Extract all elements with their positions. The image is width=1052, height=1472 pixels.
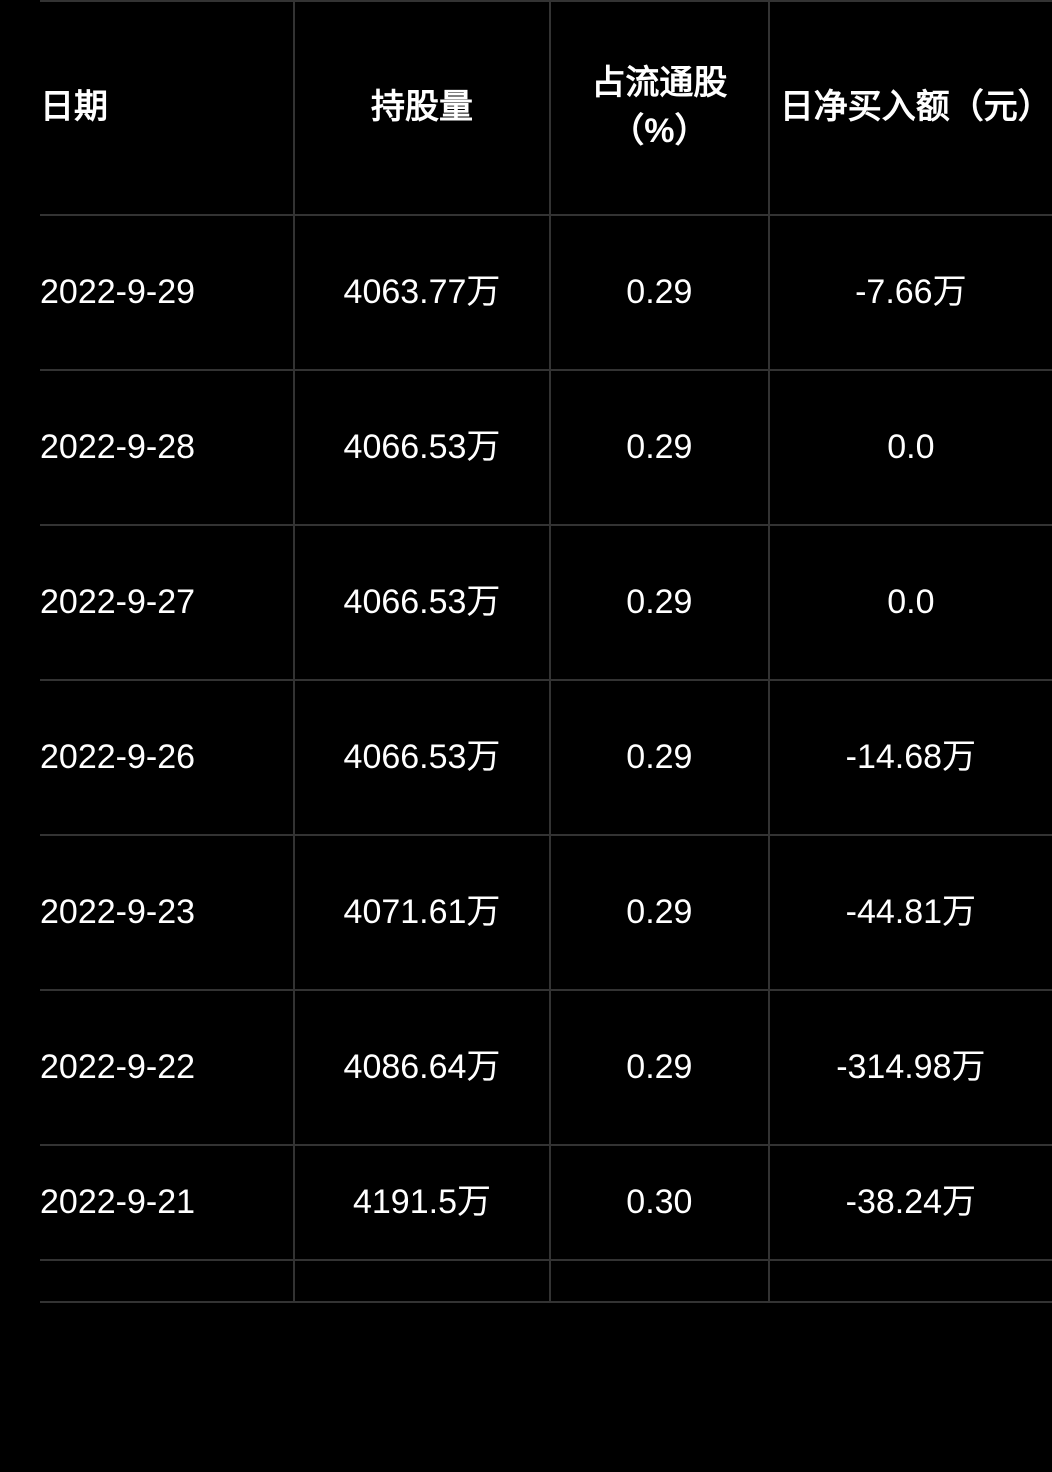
cell-percent: 0.29 — [550, 215, 769, 370]
cell-empty — [40, 1260, 294, 1302]
table-body: 2022-9-29 4063.77万 0.29 -7.66万 2022-9-28… — [40, 215, 1052, 1302]
cell-date: 2022-9-21 — [40, 1145, 294, 1260]
cell-net: -314.98万 — [769, 990, 1052, 1145]
cell-percent: 0.29 — [550, 370, 769, 525]
cell-net: -38.24万 — [769, 1145, 1052, 1260]
cell-net: -7.66万 — [769, 215, 1052, 370]
cell-date: 2022-9-22 — [40, 990, 294, 1145]
table-row: 2022-9-21 4191.5万 0.30 -38.24万 — [40, 1145, 1052, 1260]
cell-date: 2022-9-27 — [40, 525, 294, 680]
cell-date: 2022-9-26 — [40, 680, 294, 835]
column-header-holding: 持股量 — [294, 1, 550, 215]
table-row-partial — [40, 1260, 1052, 1302]
cell-percent: 0.29 — [550, 835, 769, 990]
table-row: 2022-9-28 4066.53万 0.29 0.0 — [40, 370, 1052, 525]
cell-percent: 0.29 — [550, 990, 769, 1145]
cell-net: 0.0 — [769, 370, 1052, 525]
holdings-table: 日期 持股量 占流通股（%） 日净买入额（元） 2022-9-29 4063.7… — [40, 0, 1052, 1303]
cell-holding: 4086.64万 — [294, 990, 550, 1145]
cell-date: 2022-9-23 — [40, 835, 294, 990]
cell-empty — [769, 1260, 1052, 1302]
cell-percent: 0.30 — [550, 1145, 769, 1260]
cell-holding: 4066.53万 — [294, 680, 550, 835]
cell-date: 2022-9-28 — [40, 370, 294, 525]
cell-net: -14.68万 — [769, 680, 1052, 835]
cell-percent: 0.29 — [550, 680, 769, 835]
cell-holding: 4066.53万 — [294, 525, 550, 680]
table-row: 2022-9-26 4066.53万 0.29 -14.68万 — [40, 680, 1052, 835]
table-header-row: 日期 持股量 占流通股（%） 日净买入额（元） — [40, 1, 1052, 215]
cell-net: -44.81万 — [769, 835, 1052, 990]
column-header-percent: 占流通股（%） — [550, 1, 769, 215]
cell-empty — [550, 1260, 769, 1302]
cell-holding: 4191.5万 — [294, 1145, 550, 1260]
column-header-date: 日期 — [40, 1, 294, 215]
table-row: 2022-9-29 4063.77万 0.29 -7.66万 — [40, 215, 1052, 370]
cell-date: 2022-9-29 — [40, 215, 294, 370]
column-header-net: 日净买入额（元） — [769, 1, 1052, 215]
data-table-container: 日期 持股量 占流通股（%） 日净买入额（元） 2022-9-29 4063.7… — [0, 0, 1052, 1303]
cell-net: 0.0 — [769, 525, 1052, 680]
cell-holding: 4066.53万 — [294, 370, 550, 525]
table-row: 2022-9-22 4086.64万 0.29 -314.98万 — [40, 990, 1052, 1145]
cell-holding: 4063.77万 — [294, 215, 550, 370]
table-row: 2022-9-27 4066.53万 0.29 0.0 — [40, 525, 1052, 680]
table-row: 2022-9-23 4071.61万 0.29 -44.81万 — [40, 835, 1052, 990]
cell-empty — [294, 1260, 550, 1302]
cell-holding: 4071.61万 — [294, 835, 550, 990]
cell-percent: 0.29 — [550, 525, 769, 680]
